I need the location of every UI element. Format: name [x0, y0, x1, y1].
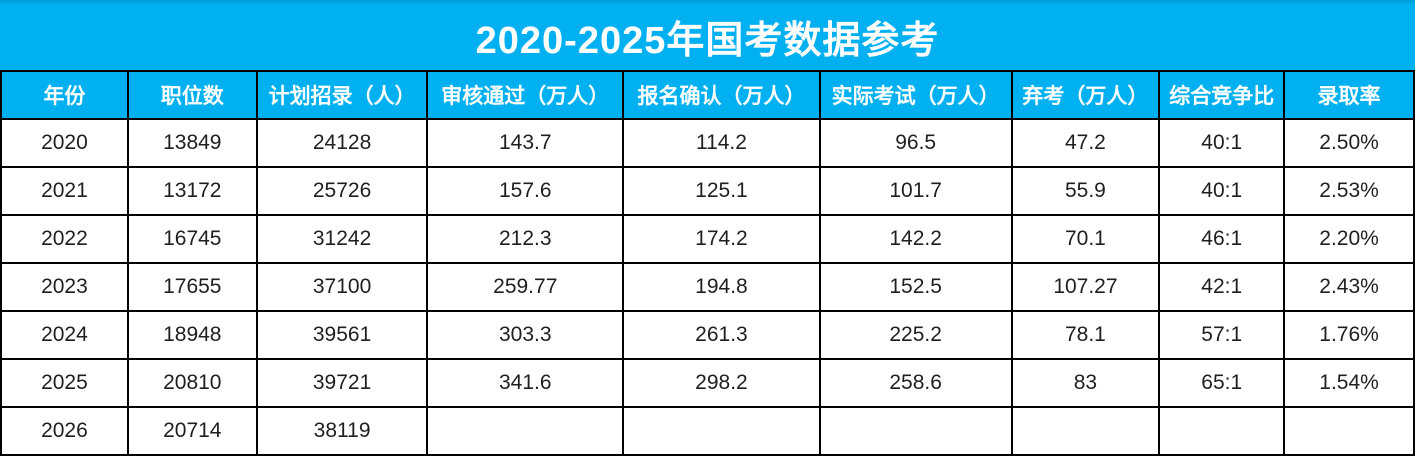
table-cell: 2.43% [1283, 262, 1415, 312]
column-header: 录取率 [1283, 70, 1415, 120]
table-cell: 2024 [0, 310, 129, 360]
table-cell: 20810 [126, 358, 258, 408]
table-cell: 47.2 [1010, 118, 1161, 168]
table-cell: 1.54% [1283, 358, 1415, 408]
table-cell: 2021 [0, 166, 129, 216]
table-cell: 261.3 [622, 310, 821, 360]
table-cell: 303.3 [426, 310, 625, 360]
table-cell: 174.2 [622, 214, 821, 264]
table-row: 2024 18948 39561 303.3 261.3 225.2 78.1 57:1 1.7… [0, 310, 1415, 360]
table-cell [1158, 406, 1286, 456]
column-header: 实际考试（万人） [818, 70, 1013, 120]
table-cell [818, 406, 1013, 456]
table-cell: 24128 [255, 118, 429, 168]
table-cell: 20714 [126, 406, 258, 456]
table-cell: 83 [1010, 358, 1161, 408]
column-header: 报名确认（万人） [622, 70, 821, 120]
table-row: 2026 20714 38119 [0, 406, 1415, 456]
table-cell: 25726 [255, 166, 429, 216]
table-cell: 46:1 [1158, 214, 1286, 264]
table-cell: 341.6 [426, 358, 625, 408]
table-cell: 40:1 [1158, 166, 1286, 216]
table-row: 2022 16745 31242 212.3 174.2 142.2 70.1 46:1 2.2… [0, 214, 1415, 264]
table-row: 2020 13849 24128 143.7 114.2 96.5 47.2 40:1 2.50… [0, 118, 1415, 168]
table-row: 2025 20810 39721 341.6 298.2 258.6 83 65:1 1.54% [0, 358, 1415, 408]
table-row: 2023 17655 37100 259.77 194.8 152.5 107.27 42:1… [0, 262, 1415, 312]
table-cell: 114.2 [622, 118, 821, 168]
table-row: 2021 13172 25726 157.6 125.1 101.7 55.9 40:1 2.5… [0, 166, 1415, 216]
table-cell: 212.3 [426, 214, 625, 264]
table-cell: 101.7 [818, 166, 1013, 216]
table-header-row: 年份 职位数 计划招录（人） 审核通过（万人） 报名确认（万人） 实际考试（万人） 弃考（万… [0, 70, 1415, 120]
table-cell: 2026 [0, 406, 129, 456]
table-cell: 143.7 [426, 118, 625, 168]
table-cell [622, 406, 821, 456]
table-cell: 65:1 [1158, 358, 1286, 408]
table-cell: 258.6 [818, 358, 1013, 408]
table-cell: 18948 [126, 310, 258, 360]
column-header: 弃考（万人） [1010, 70, 1161, 120]
table-cell: 13849 [126, 118, 258, 168]
table-cell: 78.1 [1010, 310, 1161, 360]
table-cell: 142.2 [818, 214, 1013, 264]
table-cell: 298.2 [622, 358, 821, 408]
table-cell: 107.27 [1010, 262, 1161, 312]
table-cell: 259.77 [426, 262, 625, 312]
table-cell: 31242 [255, 214, 429, 264]
table-cell: 39721 [255, 358, 429, 408]
table-cell: 2.53% [1283, 166, 1415, 216]
table-cell: 16745 [126, 214, 258, 264]
table-cell: 2.50% [1283, 118, 1415, 168]
table-cell: 17655 [126, 262, 258, 312]
table-cell: 38119 [255, 406, 429, 456]
column-header: 职位数 [126, 70, 258, 120]
table-cell: 152.5 [818, 262, 1013, 312]
table-cell: 42:1 [1158, 262, 1286, 312]
column-header: 审核通过（万人） [426, 70, 625, 120]
table-cell: 125.1 [622, 166, 821, 216]
page-title: 2020-2025年国考数据参考 [0, 0, 1415, 70]
table-cell: 96.5 [818, 118, 1013, 168]
table-cell: 55.9 [1010, 166, 1161, 216]
table-cell: 2025 [0, 358, 129, 408]
exam-data-table: 年份 职位数 计划招录（人） 审核通过（万人） 报名确认（万人） 实际考试（万人） 弃考（万… [0, 70, 1415, 456]
table-cell: 2023 [0, 262, 129, 312]
column-header: 年份 [0, 70, 129, 120]
table-cell: 13172 [126, 166, 258, 216]
table-cell: 37100 [255, 262, 429, 312]
table-cell: 2.20% [1283, 214, 1415, 264]
table-cell: 194.8 [622, 262, 821, 312]
table-cell [426, 406, 625, 456]
table-cell [1283, 406, 1415, 456]
table-cell: 1.76% [1283, 310, 1415, 360]
table-cell: 39561 [255, 310, 429, 360]
table-cell: 57:1 [1158, 310, 1286, 360]
table-cell: 225.2 [818, 310, 1013, 360]
table-cell: 157.6 [426, 166, 625, 216]
table-cell: 70.1 [1010, 214, 1161, 264]
table-cell: 40:1 [1158, 118, 1286, 168]
column-header: 综合竞争比 [1158, 70, 1286, 120]
table-cell: 2022 [0, 214, 129, 264]
table-cell: 2020 [0, 118, 129, 168]
column-header: 计划招录（人） [255, 70, 429, 120]
table-cell [1010, 406, 1161, 456]
